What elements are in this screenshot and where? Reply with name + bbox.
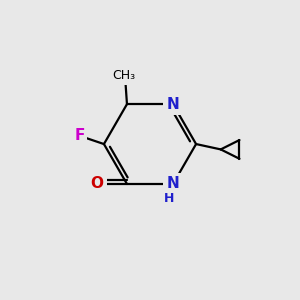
- Text: O: O: [91, 176, 104, 191]
- Text: N: N: [167, 176, 179, 191]
- Text: N: N: [167, 97, 179, 112]
- Text: CH₃: CH₃: [112, 69, 136, 82]
- Text: F: F: [74, 128, 85, 143]
- Text: H: H: [164, 192, 175, 205]
